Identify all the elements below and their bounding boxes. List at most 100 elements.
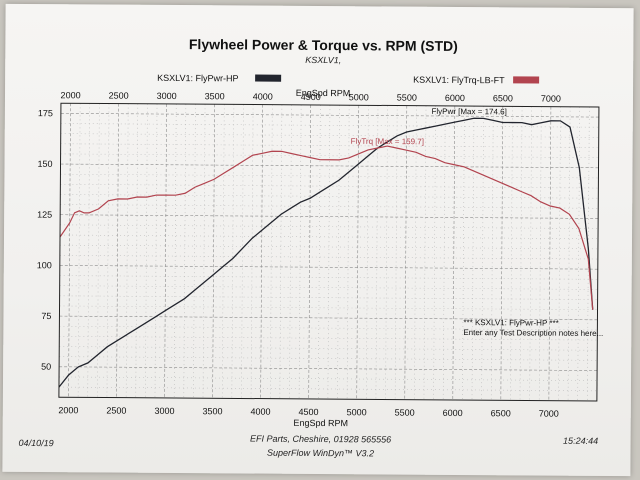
grid-line-major-x [404, 105, 408, 400]
grid-line-minor-x [346, 105, 350, 400]
x-tick-label-bottom: 5000 [347, 407, 367, 417]
x-tick-label-bottom: 4500 [299, 407, 319, 417]
grid-line-minor-x [298, 104, 302, 399]
x-tick-label-bottom: 4000 [251, 407, 271, 417]
torque-max-annotation: FlyTrq [Max = 159.7] [351, 137, 424, 147]
x-tick-label-top: 4000 [253, 92, 273, 102]
x-tick-label-top: 6000 [445, 93, 465, 103]
grid-line-minor-x [221, 104, 225, 399]
x-tick-label-bottom: 7000 [539, 409, 559, 419]
plot-frame [58, 102, 600, 402]
annotation-notes: Enter any Test Description notes here... [463, 328, 603, 338]
grid-line-minor-y [60, 143, 599, 148]
grid-line-minor-x [145, 103, 148, 398]
grid-line-major-x [452, 105, 456, 400]
grid-line-minor-x [183, 104, 187, 399]
grid-line-minor-x [77, 103, 81, 398]
grid-line-minor-x [481, 106, 484, 401]
legend-power-label: KSXLV1: FlyPwr-HP [157, 73, 238, 84]
x-tick-label-bottom: 2500 [106, 406, 126, 416]
grid [58, 103, 599, 401]
grid-line-minor-x [106, 103, 110, 398]
grid-line-major-x [116, 103, 119, 398]
power-max-annotation: FlyPwr [Max = 174.6] [431, 107, 506, 117]
grid-line-minor-x [442, 105, 446, 400]
x-tick-label-bottom: 5500 [395, 408, 415, 418]
x-tick-label-bottom: 2000 [58, 405, 78, 415]
footer-software: SuperFlow WinDyn™ V3.2 [267, 448, 374, 459]
grid-line-minor-x [241, 104, 244, 399]
grid-line-minor-x [385, 105, 388, 400]
grid-line-major-x [500, 106, 504, 401]
grid-line-minor-x [154, 103, 158, 398]
grid-line-minor-y [60, 224, 599, 229]
grid-line-minor-x [490, 106, 494, 401]
grid-line-minor-y [60, 173, 599, 179]
dyno-printout-sheet: Flywheel Power & Torque vs. RPM (STD) KS… [2, 3, 634, 477]
grid-line-minor-x [202, 104, 206, 399]
x-tick-label-top: 3000 [157, 91, 177, 101]
grid-line-minor-x [567, 106, 571, 401]
grid-line-minor-x [538, 106, 542, 401]
x-axis-label-bottom: EngSpd RPM [293, 418, 348, 428]
y-tick-label: 50 [41, 362, 51, 372]
x-tick-label-top: 3500 [205, 91, 225, 101]
grid-line-minor-x [279, 104, 283, 399]
y-tick-label: 175 [38, 108, 53, 118]
grid-line-major-x [164, 103, 167, 398]
x-tick-label-top: 5000 [349, 92, 369, 102]
power-curve-line [58, 117, 594, 388]
x-axis-label-top: EngSpd RPM [296, 88, 351, 98]
grid-line-minor-y [59, 305, 598, 311]
grid-line-minor-x [269, 104, 273, 399]
grid-line-minor-x [558, 106, 561, 401]
grid-line-minor-y [59, 285, 598, 290]
grid-line-minor-y [59, 295, 598, 300]
grid-line-minor-y [60, 153, 599, 158]
x-tick-label-top: 2500 [109, 91, 129, 101]
footer-company: EFI Parts, Cheshire, 01928 565556 [250, 434, 391, 445]
chart-subtitle: KSXLV1, [305, 55, 341, 65]
grid-line-minor-x [529, 106, 532, 401]
grid-line-major-x [260, 104, 263, 399]
torque-curve-line [59, 145, 594, 310]
grid-line-minor-x [519, 106, 523, 401]
x-tick-label-top: 6500 [493, 93, 513, 103]
y-tick-label: 75 [41, 311, 51, 321]
y-tick-label: 150 [37, 159, 52, 169]
grid-line-minor-y [59, 336, 598, 341]
grid-line-minor-x [193, 104, 196, 399]
grid-line-minor-x [423, 105, 427, 400]
footer-time: 15:24:44 [563, 436, 598, 446]
x-tick-label-top: 5500 [397, 93, 417, 103]
grid-line-minor-x [125, 103, 129, 398]
grid-line-minor-y [59, 356, 598, 361]
grid-line-minor-y [59, 275, 598, 280]
x-tick-label-top: 2000 [61, 90, 81, 100]
grid-line-minor-y [59, 254, 598, 260]
grid-line-minor-y [60, 133, 599, 138]
chart-title: Flywheel Power & Torque vs. RPM (STD) [189, 36, 458, 54]
y-tick-label: 125 [37, 210, 52, 220]
grid-line-major-x [548, 106, 552, 401]
grid-line-minor-y [60, 234, 599, 240]
grid-line-minor-x [577, 106, 581, 401]
axis-ticks: 2000 2000 2500 2500 3000 3000 3500 3500 4000 4000… [37, 90, 561, 419]
x-tick-label-top: 7000 [541, 94, 561, 104]
grid-line-minor-x [462, 106, 465, 401]
x-tick-label-bottom: 6500 [491, 408, 511, 418]
grid-line-minor-x [586, 106, 590, 401]
grid-line-minor-y [59, 376, 598, 381]
grid-line-minor-x [414, 105, 417, 400]
y-tick-label: 100 [37, 260, 52, 270]
grid-line-minor-x [97, 103, 100, 398]
grid-line-minor-x [327, 105, 331, 400]
grid-line-minor-x [394, 105, 398, 400]
x-tick-label-bottom: 6000 [443, 408, 463, 418]
grid-line-minor-x [375, 105, 379, 400]
grid-line-minor-y [60, 194, 599, 199]
series-lines: FlyPwr [Max = 174.6] FlyTrq [Max = 159.7] [58, 107, 594, 388]
dyno-chart: Flywheel Power & Torque vs. RPM (STD) KS… [19, 36, 604, 459]
grid-line-minor-x [289, 104, 292, 399]
grid-line-major-x [68, 103, 71, 398]
